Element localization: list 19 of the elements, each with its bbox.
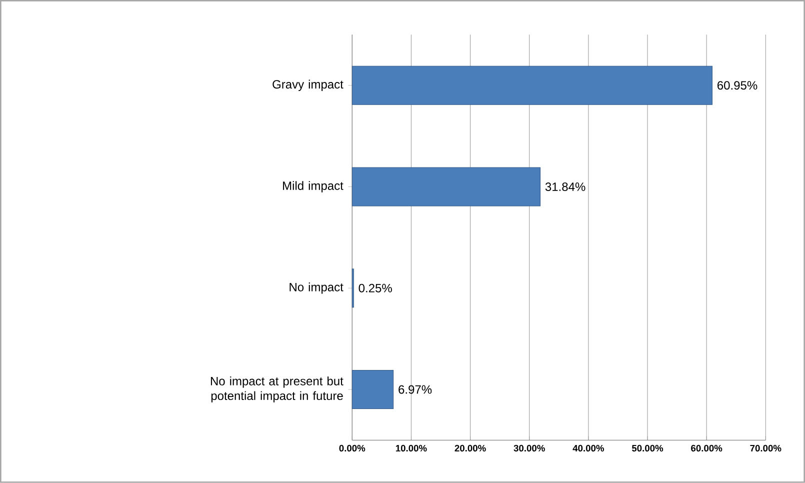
data-label: 31.84% [545,182,586,192]
x-tick-label: 10.00% [396,444,427,452]
bar [352,66,712,105]
data-label: 60.95% [718,81,758,90]
data-label: 0.25% [358,284,392,292]
x-tick-label: 0.00% [339,444,366,452]
x-tick-label: 30.00% [514,444,545,452]
y-tick-label: No impact [290,282,344,294]
x-tick-label: 20.00% [454,444,486,452]
bar [352,167,540,206]
bar [352,370,394,410]
data-label: 6.97% [398,385,432,394]
y-tick-label: No impact at present but potential impact in future [210,376,344,402]
y-tick-label: Mild impact [283,181,344,192]
x-tick-label: 50.00% [632,444,664,452]
x-tick-label: 40.00% [572,444,604,452]
y-tick-label: Gravy impact [272,80,344,92]
x-tick-label: 70.00% [750,444,782,452]
x-tick-label: 60.00% [691,444,722,452]
